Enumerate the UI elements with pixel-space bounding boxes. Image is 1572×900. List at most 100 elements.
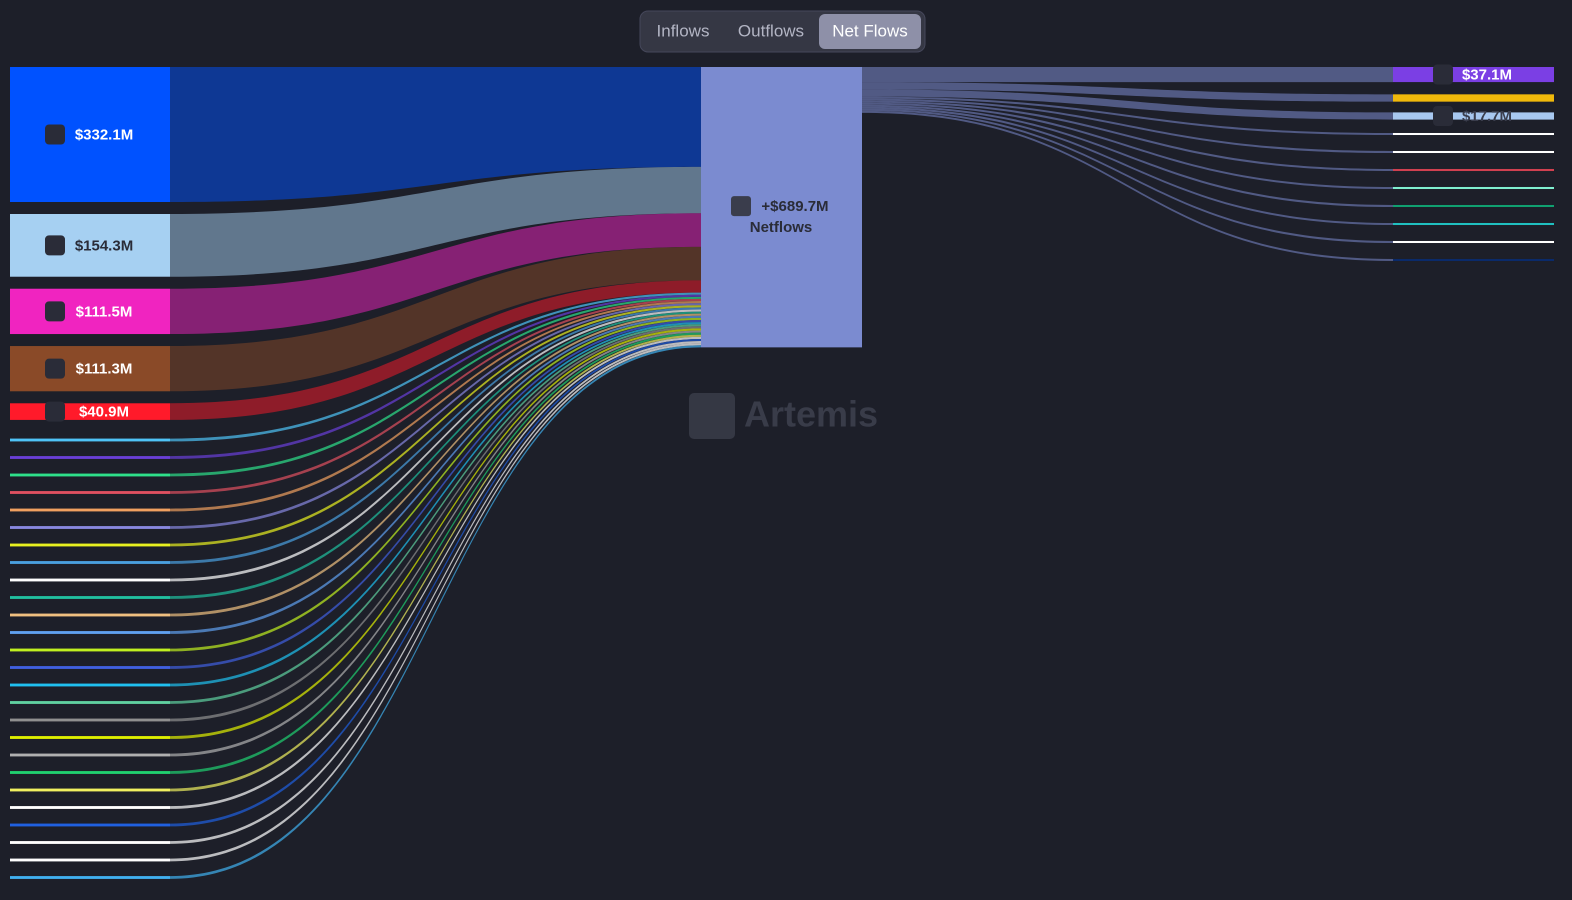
link bbox=[862, 110, 1393, 262]
source-node bbox=[10, 788, 170, 792]
outflow-label: $17.7M bbox=[1462, 108, 1512, 125]
target-icon bbox=[731, 196, 751, 217]
link bbox=[170, 315, 701, 634]
source-node bbox=[10, 473, 170, 477]
link bbox=[170, 213, 701, 335]
outflow-node bbox=[1393, 186, 1554, 190]
link bbox=[862, 82, 1393, 102]
source-node bbox=[10, 771, 170, 774]
source-icon bbox=[45, 301, 65, 322]
link bbox=[170, 330, 701, 757]
source-label: $40.9M bbox=[79, 404, 129, 421]
source-node bbox=[10, 613, 170, 617]
tab[interactable]: Inflows bbox=[657, 21, 710, 40]
source-node bbox=[10, 288, 170, 335]
active-tab-bg bbox=[819, 14, 921, 49]
outflow-icon bbox=[1433, 64, 1453, 85]
link bbox=[170, 336, 701, 809]
link bbox=[170, 322, 701, 687]
source-node bbox=[10, 823, 170, 827]
link bbox=[170, 332, 701, 774]
source-icon bbox=[45, 358, 65, 379]
links-layer bbox=[170, 67, 1393, 879]
source-icon bbox=[45, 401, 65, 422]
link bbox=[170, 301, 701, 512]
source-node bbox=[10, 213, 170, 277]
link bbox=[862, 67, 1393, 83]
link bbox=[170, 341, 701, 844]
source-node bbox=[10, 456, 170, 459]
source-node bbox=[10, 508, 170, 512]
tab-bar: Inflows Outflows Net Flows bbox=[639, 10, 926, 53]
tab[interactable]: Net Flows bbox=[832, 21, 908, 40]
watermark-text: Artemis bbox=[744, 394, 878, 435]
outflow-node bbox=[1393, 132, 1554, 136]
source-node bbox=[10, 526, 170, 529]
outflow-node bbox=[1393, 150, 1554, 154]
source-node bbox=[10, 578, 170, 582]
link bbox=[170, 319, 701, 669]
link bbox=[170, 303, 701, 529]
source-node bbox=[10, 543, 170, 547]
source-node bbox=[10, 596, 170, 599]
link bbox=[862, 96, 1393, 136]
tab[interactable]: Outflows bbox=[738, 21, 804, 40]
outflow-label: $37.1M bbox=[1462, 67, 1512, 84]
source-node bbox=[10, 491, 170, 494]
link bbox=[862, 102, 1393, 190]
source-node bbox=[10, 67, 170, 202]
outflow-node bbox=[1393, 240, 1554, 244]
outflow-icon bbox=[1433, 106, 1453, 126]
link bbox=[170, 324, 701, 704]
outflow-node bbox=[1393, 204, 1554, 208]
target-label: Netflows bbox=[750, 219, 813, 236]
outflow-node bbox=[1393, 168, 1554, 172]
link bbox=[862, 98, 1393, 154]
link bbox=[862, 89, 1393, 120]
link bbox=[170, 246, 701, 392]
source-node bbox=[10, 858, 170, 862]
source-label: $111.3M bbox=[76, 361, 133, 378]
source-node bbox=[10, 718, 170, 722]
link bbox=[862, 100, 1393, 172]
outflow-node bbox=[1393, 258, 1554, 262]
source-node bbox=[10, 561, 170, 564]
link bbox=[170, 294, 701, 459]
link bbox=[170, 280, 701, 420]
link bbox=[170, 311, 701, 599]
link bbox=[170, 313, 701, 617]
outflow-node bbox=[1393, 94, 1554, 102]
link bbox=[170, 317, 701, 652]
watermark-icon bbox=[689, 393, 735, 439]
source-node bbox=[10, 701, 170, 704]
source-label: $332.1M bbox=[75, 126, 133, 143]
source-node bbox=[10, 346, 170, 392]
source-node bbox=[10, 683, 170, 687]
source-node bbox=[10, 631, 170, 634]
link bbox=[170, 296, 701, 477]
source-node bbox=[10, 876, 170, 879]
source-node bbox=[10, 806, 170, 809]
link bbox=[170, 305, 701, 547]
link bbox=[170, 67, 701, 202]
target-value: +$689.7M bbox=[761, 198, 828, 215]
link bbox=[170, 309, 701, 582]
link bbox=[862, 104, 1393, 208]
link bbox=[862, 108, 1393, 244]
link bbox=[170, 298, 701, 494]
source-icon bbox=[45, 235, 65, 256]
link bbox=[170, 307, 701, 564]
outflow-node bbox=[1393, 222, 1554, 226]
source-icon bbox=[45, 124, 65, 145]
link bbox=[170, 326, 701, 722]
link bbox=[170, 292, 701, 442]
source-node bbox=[10, 841, 170, 844]
watermark: Artemis bbox=[689, 393, 878, 439]
source-node bbox=[10, 438, 170, 442]
link bbox=[170, 328, 701, 739]
source-node bbox=[10, 736, 170, 739]
link bbox=[170, 166, 701, 277]
source-node bbox=[10, 753, 170, 757]
